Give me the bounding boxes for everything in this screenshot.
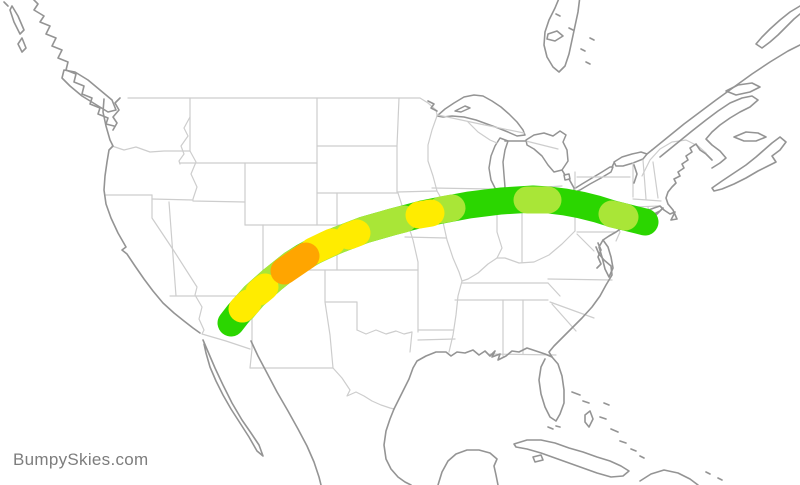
chesapeake-delmarva <box>596 239 614 278</box>
flight-route <box>217 185 659 337</box>
james-bay <box>543 0 581 73</box>
lake-michigan <box>488 137 509 195</box>
bc-mainland-coast <box>32 0 115 127</box>
ia-mo-border <box>404 236 447 239</box>
lake-ontario <box>613 151 648 167</box>
mexico-gulf-yucatan-coast <box>383 408 499 485</box>
us-canada-border <box>127 97 438 116</box>
route-orange-1 <box>270 242 320 285</box>
anticosti-island <box>725 82 761 96</box>
ca-nv-az-border <box>151 194 205 335</box>
southeast-atlantic-coast <box>548 246 613 358</box>
st-lawrence-south-shore-gaspe <box>659 95 759 169</box>
st-lawrence-north-shore <box>651 44 800 151</box>
red-river-border <box>356 329 413 335</box>
lake-superior <box>436 94 526 137</box>
isla-juventud <box>532 454 544 463</box>
mississippi-river-borders <box>427 115 463 353</box>
james-bay-islets <box>555 13 595 65</box>
akimiski-island <box>546 30 564 42</box>
new-england-coast <box>631 143 713 221</box>
route-yellow-4 <box>335 219 371 250</box>
or-id-border <box>189 150 198 200</box>
vancouver-island <box>61 69 117 113</box>
pacific-coast <box>102 98 201 334</box>
isle-royale <box>454 105 471 113</box>
new-england-borders <box>632 159 662 218</box>
mn-ia-border <box>396 190 438 193</box>
watermark: BumpySkies.com <box>13 450 149 469</box>
id-south-border <box>151 198 246 203</box>
lake-champlain <box>633 164 638 184</box>
wi-il-border <box>431 187 493 190</box>
nm-ok-panhandle <box>249 269 358 369</box>
ar-la-border <box>417 338 456 341</box>
haida-gwaii-islands <box>3 1 27 53</box>
lake-huron <box>525 130 569 173</box>
va-nc-border <box>547 278 613 281</box>
mt-id-border <box>178 116 191 165</box>
border-across-huron <box>525 140 559 150</box>
wv-va-border <box>576 233 595 252</box>
nova-scotia <box>711 136 787 192</box>
lake-of-the-woods <box>427 100 438 112</box>
coastlines-layer <box>3 0 800 485</box>
lake-connectors <box>504 140 653 189</box>
florida-keys <box>547 425 561 430</box>
route-yellow-2 <box>245 273 279 306</box>
baja-california <box>202 339 264 457</box>
mn-dakotas-border <box>396 97 400 193</box>
rio-grande-border <box>332 367 395 410</box>
newfoundland-coast <box>755 5 800 49</box>
cuba <box>513 439 630 478</box>
route-light-d <box>598 200 639 231</box>
tn-nc-border <box>547 282 561 297</box>
sc-ga-border <box>551 303 577 332</box>
lakes-layer <box>436 94 648 195</box>
route-yellow-5 <box>405 199 445 229</box>
hispaniola-coast <box>639 469 699 485</box>
lake-erie <box>573 166 614 193</box>
ohio-river-border <box>461 230 576 282</box>
tx-la-border <box>409 331 413 353</box>
nc-sc-border <box>549 301 595 319</box>
state-borders-layer <box>105 97 707 410</box>
wi-mi-border <box>467 121 498 144</box>
route-yellow-1 <box>228 289 262 323</box>
wa-or-border <box>111 145 191 153</box>
prince-edward-island <box>733 131 767 142</box>
az-mexico-border <box>201 333 251 350</box>
gulf-of-california-coast <box>250 340 322 485</box>
border-across-superior <box>437 114 525 134</box>
florida-peninsula <box>538 356 565 422</box>
gulf-coast <box>393 347 553 410</box>
nv-ut-border <box>168 201 177 297</box>
bahamas-islands <box>571 391 723 481</box>
puget-sound <box>112 97 121 131</box>
